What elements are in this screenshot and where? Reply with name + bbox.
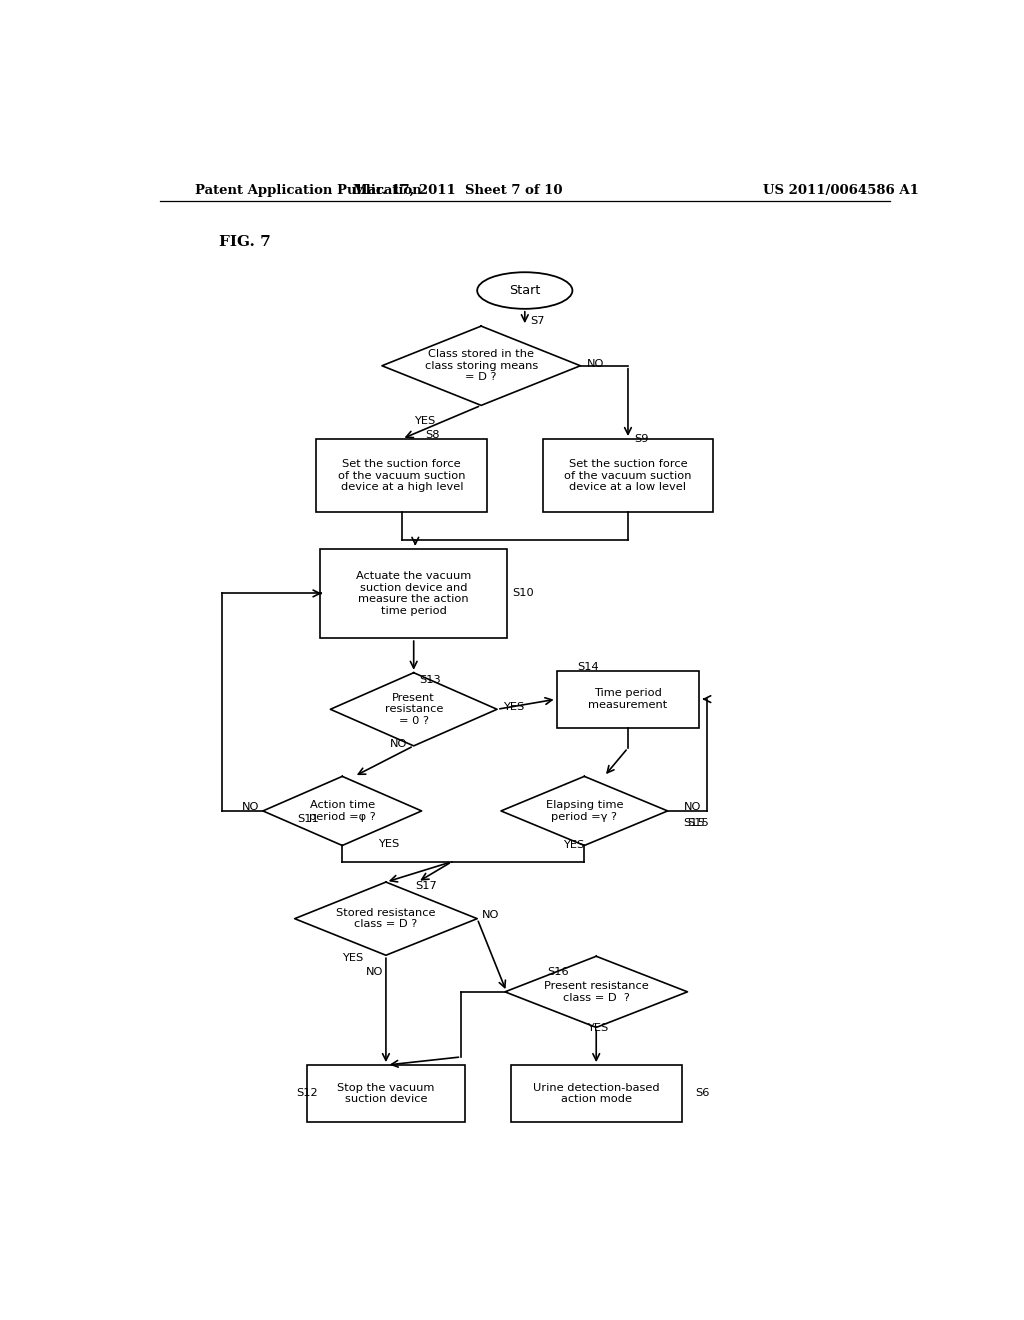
Text: Present
resistance
= 0 ?: Present resistance = 0 ? <box>384 693 443 726</box>
Text: Actuate the vacuum
suction device and
measure the action
time period: Actuate the vacuum suction device and me… <box>356 572 471 616</box>
Text: NO: NO <box>684 801 700 812</box>
Polygon shape <box>331 673 497 746</box>
Text: S16: S16 <box>547 966 568 977</box>
Text: S7: S7 <box>530 315 545 326</box>
Text: Class stored in the
class storing means
= D ?: Class stored in the class storing means … <box>425 350 538 383</box>
Text: S15: S15 <box>684 818 706 828</box>
Text: Present resistance
class = D  ?: Present resistance class = D ? <box>544 981 648 1003</box>
Text: S15: S15 <box>687 818 710 828</box>
Bar <box>557 671 699 727</box>
Text: S17: S17 <box>416 882 437 891</box>
Text: YES: YES <box>587 1023 608 1034</box>
Polygon shape <box>501 776 668 846</box>
Text: NO: NO <box>587 359 604 368</box>
Text: NO: NO <box>482 909 500 920</box>
Text: Action time
period =φ ?: Action time period =φ ? <box>309 800 376 822</box>
Ellipse shape <box>477 272 572 309</box>
Text: Set the suction force
of the vacuum suction
device at a high level: Set the suction force of the vacuum suct… <box>338 459 466 492</box>
Polygon shape <box>263 776 422 846</box>
Text: Set the suction force
of the vacuum suction
device at a low level: Set the suction force of the vacuum suct… <box>564 459 692 492</box>
Text: S10: S10 <box>512 589 534 598</box>
Text: S9: S9 <box>634 434 649 444</box>
Text: Elapsing time
period =γ ?: Elapsing time period =γ ? <box>546 800 623 822</box>
Text: S8: S8 <box>425 430 439 440</box>
Text: S12: S12 <box>296 1089 317 1098</box>
Bar <box>543 440 714 512</box>
Bar <box>316 440 487 512</box>
Polygon shape <box>505 956 687 1027</box>
Text: Stored resistance
class = D ?: Stored resistance class = D ? <box>336 908 435 929</box>
Text: Urine detection-based
action mode: Urine detection-based action mode <box>532 1082 659 1105</box>
Bar <box>306 1065 465 1122</box>
Text: YES: YES <box>378 840 399 850</box>
Text: YES: YES <box>414 416 435 425</box>
Text: FIG. 7: FIG. 7 <box>219 235 271 248</box>
Text: S14: S14 <box>578 661 599 672</box>
Text: Mar. 17, 2011  Sheet 7 of 10: Mar. 17, 2011 Sheet 7 of 10 <box>352 183 562 197</box>
Text: Patent Application Publication: Patent Application Publication <box>196 183 422 197</box>
Polygon shape <box>382 326 581 405</box>
Text: NO: NO <box>367 966 383 977</box>
Text: S13: S13 <box>419 675 441 685</box>
Text: NO: NO <box>242 801 259 812</box>
Text: YES: YES <box>563 841 584 850</box>
Polygon shape <box>295 882 477 956</box>
Text: Stop the vacuum
suction device: Stop the vacuum suction device <box>337 1082 434 1105</box>
Text: S6: S6 <box>695 1089 710 1098</box>
Bar <box>511 1065 682 1122</box>
Text: US 2011/0064586 A1: US 2011/0064586 A1 <box>763 183 919 197</box>
Text: S11: S11 <box>297 814 318 824</box>
Text: Start: Start <box>509 284 541 297</box>
Text: YES: YES <box>504 702 524 713</box>
Text: NO: NO <box>390 739 408 748</box>
Text: Time period
measurement: Time period measurement <box>589 688 668 710</box>
Text: YES: YES <box>342 953 364 964</box>
Bar <box>321 549 507 638</box>
